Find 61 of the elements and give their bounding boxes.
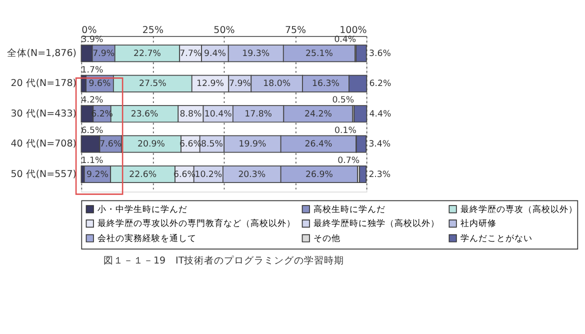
y-tick-label: 40 代(N=708) <box>10 138 76 150</box>
data-label: 17.8% <box>244 109 272 120</box>
y-tick-label: 30 代(N=433) <box>10 108 76 120</box>
legend-label: 最終学歴の専攻（高校以外） <box>460 204 578 215</box>
data-label: 22.7% <box>134 49 161 60</box>
data-label: 27.5% <box>138 79 166 90</box>
data-label: 4.2% <box>81 96 104 106</box>
data-label: 8.8% <box>180 109 202 120</box>
data-label: 3.6% <box>368 49 391 60</box>
text: 図１－１－19 IT技術者のプログラミングの学習時期 <box>103 254 344 267</box>
data-label: 3.4% <box>368 140 391 150</box>
data-label: 26.9% <box>305 170 333 180</box>
x-tick-label: 25% <box>142 25 164 36</box>
data-label: 10.4% <box>204 109 232 120</box>
x-tick-label: 50% <box>214 25 235 36</box>
data-label: 0.4% <box>334 35 356 46</box>
data-label: 7.9% <box>92 49 115 60</box>
data-label: 8.5% <box>201 140 223 150</box>
legend-label: その他 <box>314 232 341 244</box>
data-label: 9.2% <box>86 170 108 180</box>
data-label: 2.3% <box>368 170 391 180</box>
y-tick-label: 全体(N=1,876) <box>6 47 76 60</box>
data-label: 16.3% <box>312 79 340 90</box>
data-label: 18.0% <box>263 79 291 90</box>
data-label: 7.7% <box>180 49 202 60</box>
x-tick-label: 100% <box>340 25 367 36</box>
legend-label: 最終学歴の専攻以外の専門教育など（高校以外） <box>98 218 296 230</box>
data-label: 25.1% <box>305 49 333 60</box>
y-tick-label: 50 代(N=557) <box>10 168 76 180</box>
data-label: 19.9% <box>238 140 266 150</box>
data-label: 0.1% <box>334 126 356 136</box>
x-tick-label: 0% <box>82 25 97 36</box>
data-label: 20.3% <box>238 170 266 180</box>
data-label: 24.2% <box>304 109 332 120</box>
data-label: 20.9% <box>138 140 165 150</box>
data-label: 9.4% <box>204 49 226 60</box>
data-label: 26.4% <box>304 140 332 150</box>
data-label: 12.9% <box>196 79 224 90</box>
data-label: 4.4% <box>369 109 392 120</box>
data-label: 0.7% <box>338 156 360 166</box>
legend-label: 最終学歴時に独学（高校以外） <box>314 218 440 230</box>
data-label: 7.6% <box>100 140 122 150</box>
legend-label: 高校生時に学んだ <box>314 204 386 215</box>
data-label: 6.2% <box>369 79 392 90</box>
legend-label: 小・中学生時に学んだ <box>98 204 188 215</box>
data-label: 3.9% <box>81 35 104 46</box>
data-label: 7.9% <box>228 79 251 90</box>
y-tick-label: 20 代(N=178) <box>10 78 76 90</box>
data-label: 6.5% <box>81 126 104 136</box>
data-label: 0.5% <box>332 96 354 106</box>
legend-label: 会社の実務経験を通して <box>98 232 197 244</box>
data-label: 23.6% <box>130 109 158 120</box>
legend-label: 学んだことがない <box>460 232 533 244</box>
x-tick-label: 75% <box>284 25 306 36</box>
data-label: 1.1% <box>81 156 104 166</box>
data-label: 9.6% <box>88 79 111 90</box>
data-label: 10.2% <box>194 170 222 180</box>
data-label: 1.7% <box>81 65 104 76</box>
data-label: 22.6% <box>129 170 157 180</box>
data-label: 19.3% <box>242 49 270 60</box>
legend-label: 社内研修 <box>460 218 497 230</box>
